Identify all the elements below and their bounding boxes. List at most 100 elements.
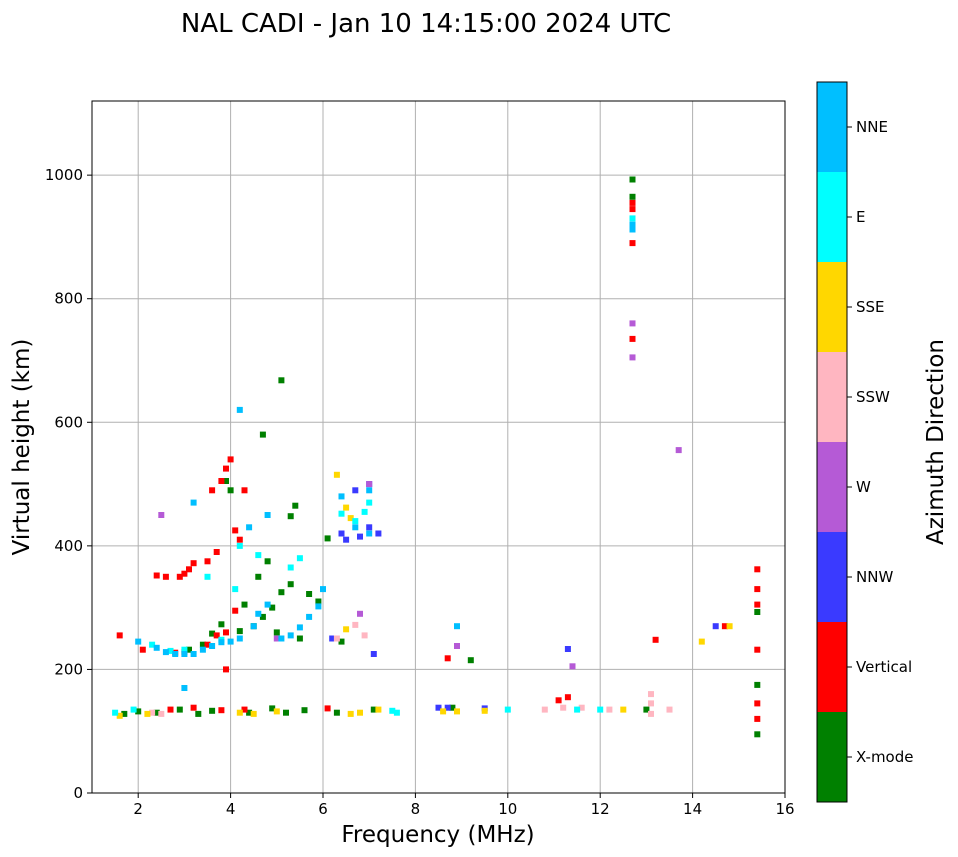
echo-point-e [574, 706, 581, 713]
echo-point-nne [296, 624, 303, 631]
echo-point-vertical [754, 700, 761, 707]
echo-point-sse [236, 709, 243, 716]
echo-point-x-mode [283, 709, 289, 716]
echo-point-nnw [357, 533, 363, 540]
echo-point-x-mode [467, 657, 474, 664]
colorbar-tick-label: X-mode [856, 748, 913, 766]
echo-point-vertical [176, 573, 183, 580]
echo-point-nne [629, 221, 636, 228]
colorbar-segment [817, 82, 847, 172]
echo-point-vertical [236, 536, 243, 543]
echo-point-x-mode [370, 706, 377, 713]
echo-point-nne [236, 635, 243, 642]
echo-point-nnw [343, 536, 350, 543]
echo-point-ssw [361, 632, 368, 639]
echo-point-w [454, 643, 460, 649]
y-tick-label: 1000 [45, 166, 83, 184]
echo-point-ssw [333, 635, 340, 642]
echo-point-vertical [629, 206, 636, 213]
echo-point-vertical [721, 623, 728, 630]
colorbar-tick-label: Vertical [856, 658, 912, 676]
x-tick-label: 2 [133, 800, 143, 818]
echo-point-e [236, 542, 243, 549]
echo-point-nnw [370, 651, 377, 657]
colorbar-segment [817, 172, 847, 262]
echo-marks [112, 176, 761, 738]
echo-point-nne [246, 524, 253, 531]
y-tick-label: 800 [54, 290, 83, 308]
echo-point-nnw [564, 646, 571, 652]
echo-point-nne [320, 586, 326, 593]
echo-point-vertical [116, 632, 123, 639]
echo-point-ssw [560, 704, 567, 711]
echo-point-vertical [139, 646, 146, 653]
echo-point-vertical [209, 487, 216, 494]
echo-point-vertical [629, 199, 636, 206]
colorbar-segment [817, 712, 847, 802]
echo-point-vertical [754, 601, 761, 608]
echo-point-sse [481, 707, 488, 714]
echo-point-nne [306, 613, 313, 620]
colorbar-segment [817, 622, 847, 712]
colorbar-tick-label: NNE [856, 118, 888, 136]
echo-point-vertical [213, 549, 220, 555]
echo-point-vertical [218, 478, 225, 484]
echo-point-w [629, 354, 636, 361]
colorbar-segment [817, 352, 847, 442]
echo-point-x-mode [186, 646, 192, 653]
echo-point-vertical [241, 706, 248, 713]
echo-point-vertical [204, 558, 211, 565]
echo-point-nne [264, 512, 271, 518]
echo-point-vertical [754, 715, 761, 722]
x-tick-label: 12 [591, 800, 610, 818]
echo-point-sse [343, 504, 350, 511]
echo-point-x-mode [273, 629, 280, 636]
echo-point-nne [366, 530, 373, 537]
y-tick-label: 600 [54, 413, 83, 431]
echo-point-x-mode [315, 598, 322, 605]
echo-point-nne [236, 406, 243, 413]
echo-point-x-mode [176, 706, 183, 713]
echo-point-w [569, 663, 576, 670]
echo-point-x-mode [236, 628, 243, 635]
echo-point-e [255, 552, 262, 559]
echo-point-nne [264, 601, 271, 608]
echo-point-nnw [444, 704, 451, 711]
y-axis-label: Virtual height (km) [9, 339, 35, 556]
y-tick-label: 0 [73, 784, 83, 802]
echo-point-nne [162, 649, 169, 656]
echo-point-nne [218, 639, 225, 646]
echo-point-x-mode [264, 558, 271, 565]
echo-point-x-mode [754, 609, 761, 615]
echo-point-vertical [162, 573, 169, 580]
echo-point-nnw [352, 487, 359, 494]
colorbar-tick-label: SSW [856, 388, 890, 406]
echo-point-vertical [754, 566, 761, 573]
echo-point-e [629, 215, 636, 222]
echo-point-x-mode [209, 630, 216, 637]
x-tick-label: 16 [775, 800, 794, 818]
echo-point-x-mode [643, 706, 650, 713]
echo-point-e [204, 573, 211, 580]
echo-point-x-mode [121, 710, 128, 717]
echo-point-vertical [629, 240, 636, 247]
echo-point-e [361, 508, 368, 515]
echo-point-vertical [232, 607, 239, 614]
echo-point-sse [375, 706, 382, 713]
colorbar-segment [817, 262, 847, 352]
echo-point-sse [333, 471, 340, 478]
echo-point-sse [726, 623, 733, 630]
echo-point-x-mode [209, 707, 216, 714]
echo-point-nne [153, 644, 160, 651]
echo-point-vertical [223, 629, 229, 636]
echo-point-x-mode [306, 591, 313, 597]
echo-point-e [296, 555, 303, 562]
echo-point-sse [440, 708, 447, 715]
echo-point-x-mode [269, 705, 276, 712]
echo-point-nnw [375, 530, 382, 537]
echo-point-nne [352, 524, 359, 531]
echo-point-x-mode [301, 707, 308, 714]
echo-point-vertical [153, 572, 160, 579]
echo-point-e [167, 647, 174, 654]
echo-point-e [338, 510, 345, 517]
